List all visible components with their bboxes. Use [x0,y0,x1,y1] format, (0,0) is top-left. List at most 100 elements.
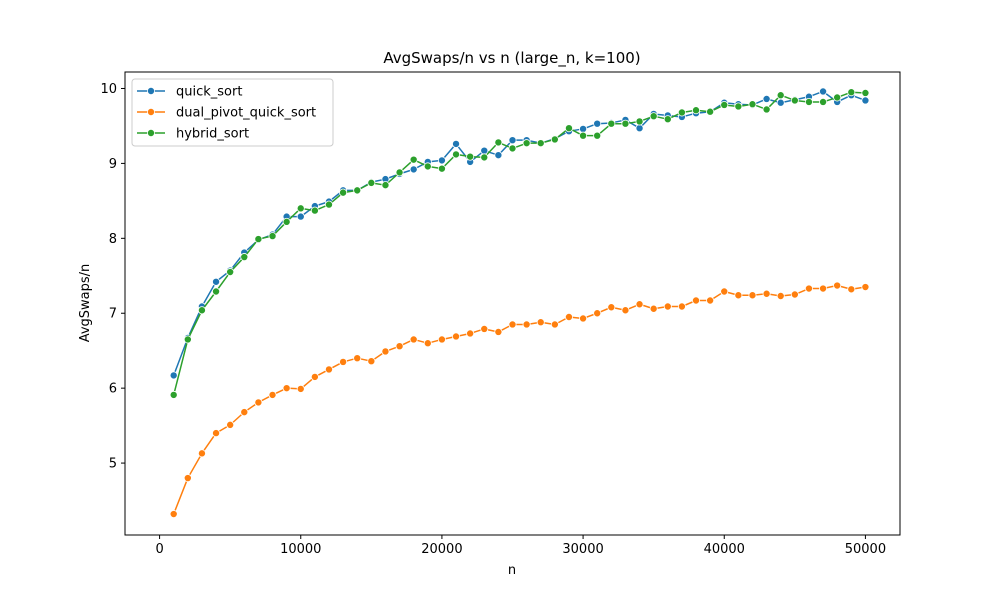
data-point [255,399,262,406]
data-point [438,336,445,343]
legend-marker [147,87,154,94]
data-point [227,421,234,428]
y-tick-label: 7 [109,307,117,322]
data-point [707,108,714,115]
data-point [862,97,869,104]
data-point [410,166,417,173]
data-point [198,307,205,314]
x-tick-label: 20000 [421,542,462,557]
data-point [424,340,431,347]
data-point [805,285,812,292]
data-point [749,101,756,108]
data-point [368,358,375,365]
y-tick-label: 9 [109,157,117,172]
data-point [481,147,488,154]
data-point [551,136,558,143]
data-point [340,358,347,365]
data-point [495,139,502,146]
data-point [452,140,459,147]
data-point [579,315,586,322]
data-point [763,290,770,297]
data-point [509,321,516,328]
legend-label: hybrid_sort [176,127,249,142]
data-point [382,348,389,355]
data-point [650,113,657,120]
data-point [692,297,699,304]
data-point [311,373,318,380]
data-point [241,253,248,260]
data-point [608,304,615,311]
data-point [664,116,671,123]
data-point [735,103,742,110]
data-point [678,303,685,310]
data-point [819,88,826,95]
data-point [340,189,347,196]
data-point [410,336,417,343]
data-point [636,125,643,132]
data-point [791,97,798,104]
data-point [805,98,812,105]
data-point [749,292,756,299]
x-tick-label: 10000 [280,542,321,557]
data-point [467,153,474,160]
data-point [594,310,601,317]
data-point [325,201,332,208]
data-point [848,89,855,96]
data-point [212,288,219,295]
data-point [622,307,629,314]
data-point [819,98,826,105]
data-point [212,278,219,285]
data-point [523,140,530,147]
data-point [565,125,572,132]
data-point [212,430,219,437]
data-point [777,292,784,299]
data-point [269,391,276,398]
y-tick-label: 8 [109,232,117,247]
chart-title: AvgSwaps/n vs n (large_n, k=100) [383,49,640,68]
data-point [862,89,869,96]
data-point [241,409,248,416]
legend-marker [147,129,154,136]
data-point [354,187,361,194]
data-point [452,151,459,158]
data-point [184,336,191,343]
data-point [735,292,742,299]
y-tick-label: 10 [100,82,117,97]
data-point [763,106,770,113]
data-point [467,330,474,337]
data-point [594,132,601,139]
data-point [438,165,445,172]
data-point [509,145,516,152]
data-point [777,92,784,99]
data-point [184,474,191,481]
data-point [862,283,869,290]
data-point [678,109,685,116]
data-point [509,137,516,144]
data-point [438,157,445,164]
data-point [848,286,855,293]
data-point [452,333,459,340]
data-point [283,218,290,225]
data-point [579,132,586,139]
data-point [551,321,558,328]
data-point [537,319,544,326]
data-point [594,120,601,127]
x-tick-label: 0 [155,542,163,557]
legend-marker [147,108,154,115]
data-point [579,125,586,132]
data-point [297,205,304,212]
data-point [297,385,304,392]
y-axis-label: AvgSwaps/n [78,264,93,343]
data-point [622,120,629,127]
data-point [424,163,431,170]
data-point [297,213,304,220]
data-point [354,355,361,362]
x-tick-label: 40000 [704,542,745,557]
data-point [608,120,615,127]
data-point [396,343,403,350]
data-point [791,291,798,298]
legend-label: dual_pivot_quick_sort [176,106,316,121]
data-point [481,325,488,332]
data-point [325,366,332,373]
x-axis-label: n [508,563,516,578]
